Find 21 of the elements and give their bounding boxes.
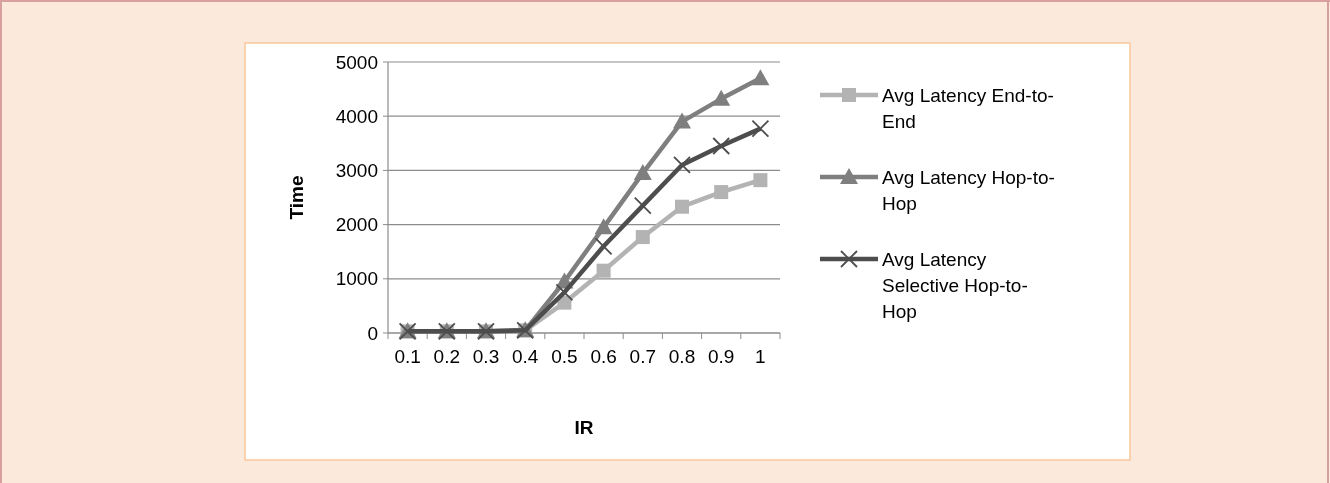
x-tick-label: 0.3 — [472, 346, 500, 367]
y-axis-title: Time — [286, 175, 307, 220]
x-axis-title: IR — [574, 417, 594, 438]
x-tick-label: 0.6 — [590, 346, 617, 367]
y-tick-label: 3000 — [335, 160, 378, 182]
legend-label: Avg Latency End-to-End — [882, 84, 1054, 132]
y-tick-label: 4000 — [335, 105, 378, 127]
legend-label: Avg Latency Selective Hop-to-Hop — [882, 248, 1028, 322]
x-tick-label: 0.1 — [394, 346, 421, 367]
x-tick-label: 0.5 — [551, 346, 578, 367]
y-tick-label: 1000 — [335, 268, 378, 290]
x-tick-label: 0.9 — [707, 346, 735, 367]
x-tick-label: 0.2 — [433, 346, 461, 367]
legend-label: Avg Latency Hop-to-Hop — [882, 166, 1055, 214]
y-tick-label: 2000 — [335, 214, 378, 236]
x-tick-label: 1 — [755, 346, 766, 367]
x-tick-label: 0.4 — [511, 346, 539, 367]
x-tick-label: 0.7 — [629, 346, 657, 367]
y-tick-label: 5000 — [335, 51, 378, 73]
x-tick-label: 0.8 — [668, 346, 696, 367]
y-tick-label: 0 — [367, 322, 378, 344]
